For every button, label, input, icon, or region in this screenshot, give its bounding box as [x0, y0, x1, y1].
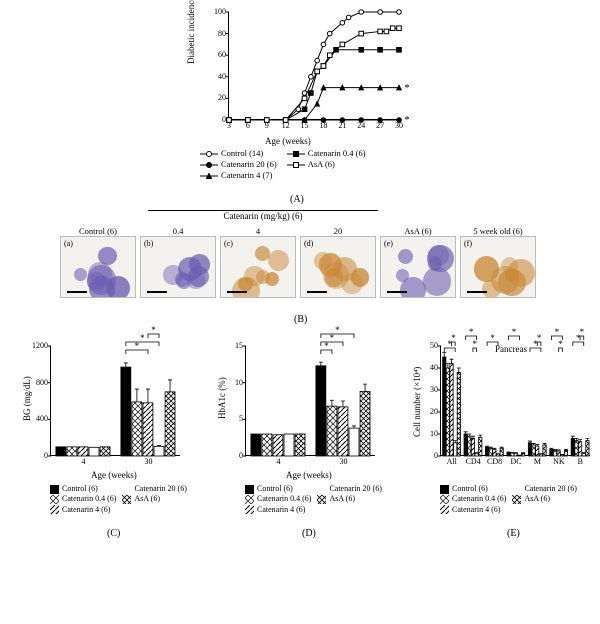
svg-text:*: *	[140, 333, 145, 343]
thumb-header: 5 week old (6)	[460, 226, 536, 236]
panel-d-bar-chart: ***051015430HbA1c (%)Age (weeks)Control …	[205, 340, 395, 540]
thumb-header: 0.4	[140, 226, 216, 236]
panel-b-header: Catenarin (mg/kg) (6)	[148, 211, 378, 221]
axes: 02040608010036912151821242730	[228, 12, 398, 120]
svg-text:*: *	[580, 327, 585, 337]
svg-text:*: *	[151, 325, 156, 335]
svg-text:*: *	[135, 341, 140, 351]
thumb-header: 20	[300, 226, 376, 236]
svg-text:*: *	[330, 333, 335, 343]
histology-thumb: (f)	[460, 236, 536, 298]
svg-text:*: *	[335, 325, 340, 335]
thumb-header: AsA (6)	[380, 226, 456, 236]
svg-text:*: *	[555, 327, 560, 337]
panel-a-label: (A)	[290, 194, 304, 205]
svg-text:*: *	[451, 333, 456, 343]
y-axis-label: Diabetic incidence (%)	[186, 0, 196, 64]
svg-text:*: *	[469, 327, 474, 337]
panel-b-images: Catenarin (mg/kg) (6) Control (6)(a)0.4(…	[60, 210, 540, 320]
histology-thumb: (b)	[140, 236, 216, 298]
svg-text:*: *	[473, 339, 478, 349]
svg-text:*: *	[324, 341, 329, 351]
plot-svg	[229, 12, 398, 119]
thumb-header: 4	[220, 226, 296, 236]
histology-thumb: (c)	[220, 236, 296, 298]
x-axis-label: Age (weeks)	[265, 136, 311, 146]
svg-text:*: *	[490, 333, 495, 343]
thumb-header: Control (6)	[60, 226, 136, 236]
histology-thumb: (a)	[60, 236, 136, 298]
histology-thumb: (e)	[380, 236, 456, 298]
svg-text:*: *	[512, 327, 517, 337]
panel-e-bar-chart: ************01020304050AllCD4CD8DCMNKBCe…	[400, 340, 590, 540]
svg-text:*: *	[537, 333, 542, 343]
histology-thumb: (d)	[300, 236, 376, 298]
panel-c-bar-chart: ***04008001200430BG (mg/dL)Age (weeks)Co…	[10, 340, 200, 540]
panel-b-label: (B)	[294, 314, 307, 325]
thumb-row: Control (6)(a) 0.4(b) 4(c) 20(d) AsA (6)(e) 5…	[60, 226, 540, 298]
panel-a-legend: Control (14)Catenarin 20 (6)Catenarin 4 …	[200, 148, 376, 181]
svg-text:*: *	[558, 339, 563, 349]
